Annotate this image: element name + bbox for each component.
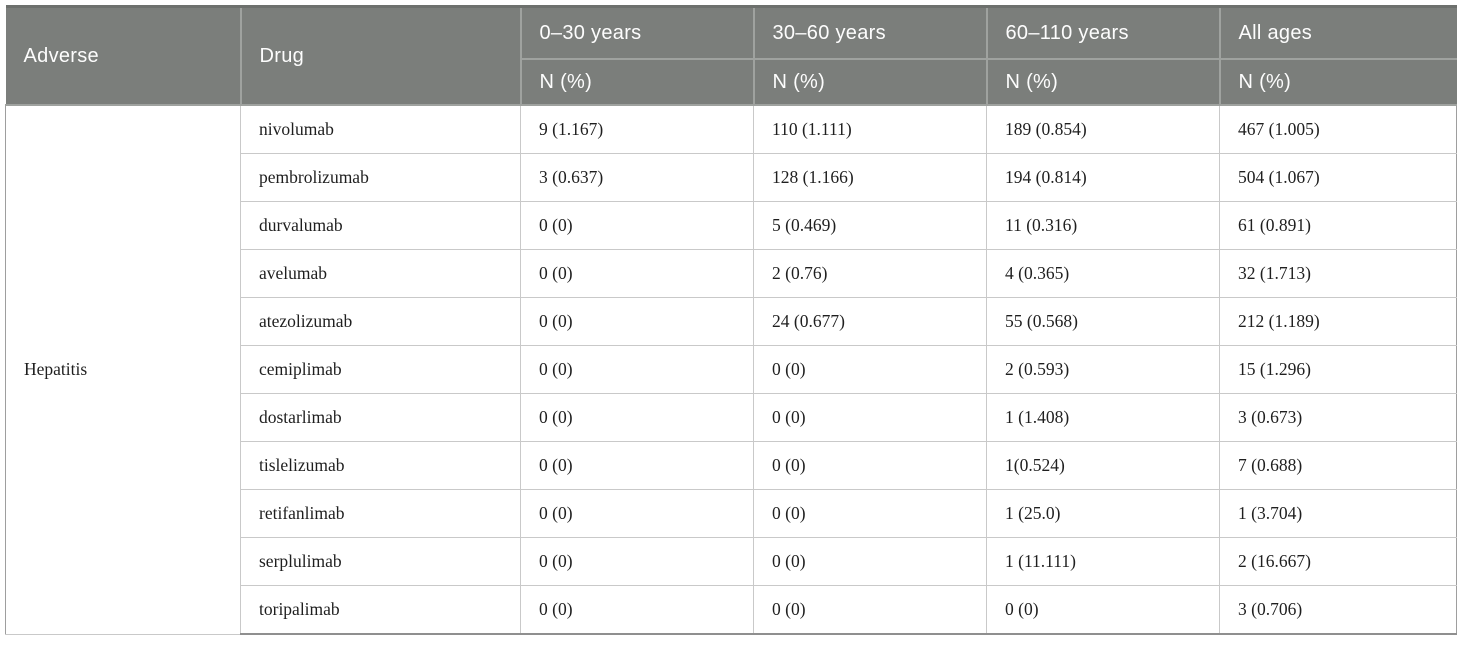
value-cell: 1(0.524) xyxy=(986,441,1220,490)
header-row-n-pct: N (%) N (%) N (%) N (%) xyxy=(6,58,1457,106)
value-cell: 0 (0) xyxy=(753,345,987,394)
value-cell: 0 (0) xyxy=(753,441,987,490)
table-row: atezolizumab 0 (0) 24 (0.677) 55 (0.568) 212… xyxy=(6,297,1457,346)
value-cell: 1 (1.408) xyxy=(986,393,1220,442)
value-cell: 2 (0.593) xyxy=(986,345,1220,394)
drug-name-cell: retifanlimab xyxy=(240,489,521,538)
drug-name-cell: serplulimab xyxy=(240,537,521,586)
table-row: avelumab 0 (0) 2 (0.76) 4 (0.365) 32 (1.713) xyxy=(6,249,1457,298)
value-cell: 61 (0.891) xyxy=(1219,201,1457,250)
table-row: durvalumab 0 (0) 5 (0.469) 11 (0.316) 61 (0.… xyxy=(6,201,1457,250)
value-cell: 3 (0.673) xyxy=(1219,393,1457,442)
value-cell: 9 (1.167) xyxy=(520,104,754,154)
value-cell: 55 (0.568) xyxy=(986,297,1220,346)
value-cell: 3 (0.637) xyxy=(520,153,754,202)
value-cell: 2 (16.667) xyxy=(1219,537,1457,586)
drug-name-cell: durvalumab xyxy=(240,201,521,250)
value-cell: 1 (3.704) xyxy=(1219,489,1457,538)
drug-name-cell: avelumab xyxy=(240,249,521,298)
subheader-n-pct-0-30: N (%) xyxy=(520,58,755,106)
table-row: toripalimab 0 (0) 0 (0) 0 (0) 3 (0.706) xyxy=(6,585,1457,635)
adverse-events-table: Adverse Drug 0–30 years 30–60 years 60–1… xyxy=(5,5,1457,635)
value-cell: 32 (1.713) xyxy=(1219,249,1457,298)
value-cell: 128 (1.166) xyxy=(753,153,987,202)
value-cell: 0 (0) xyxy=(753,393,987,442)
adverse-event-cell: Hepatitis xyxy=(5,104,241,635)
drug-name-cell: toripalimab xyxy=(240,585,521,635)
value-cell: 1 (25.0) xyxy=(986,489,1220,538)
value-cell: 4 (0.365) xyxy=(986,249,1220,298)
value-cell: 0 (0) xyxy=(753,585,987,635)
value-cell: 0 (0) xyxy=(520,201,754,250)
drug-name-cell: pembrolizumab xyxy=(240,153,521,202)
value-cell: 0 (0) xyxy=(986,585,1220,635)
value-cell: 1 (11.111) xyxy=(986,537,1220,586)
table-row: cemiplimab 0 (0) 0 (0) 2 (0.593) 15 (1.296) xyxy=(6,345,1457,394)
header-row-age-groups: Adverse Drug 0–30 years 30–60 years 60–1… xyxy=(5,5,1457,106)
value-cell: 467 (1.005) xyxy=(1219,104,1457,154)
subheader-n-pct-60-110: N (%) xyxy=(985,58,1221,106)
table-row: pembrolizumab 3 (0.637) 128 (1.166) 194 (0.… xyxy=(6,153,1457,202)
value-cell: 0 (0) xyxy=(520,585,754,635)
value-cell: 2 (0.76) xyxy=(753,249,987,298)
drug-name-cell: dostarlimab xyxy=(240,393,521,442)
value-cell: 0 (0) xyxy=(520,489,754,538)
table-row: tislelizumab 0 (0) 0 (0) 1(0.524) 7 (0.688) xyxy=(6,441,1457,490)
col-header-all-ages: All ages xyxy=(1218,5,1457,60)
page: Adverse Drug 0–30 years 30–60 years 60–1… xyxy=(5,5,1457,635)
col-header-adverse: Adverse xyxy=(5,5,242,106)
drug-name-cell: atezolizumab xyxy=(240,297,521,346)
table-row: serplulimab 0 (0) 0 (0) 1 (11.111) 2 (16.667… xyxy=(6,537,1457,586)
value-cell: 11 (0.316) xyxy=(986,201,1220,250)
value-cell: 0 (0) xyxy=(520,537,754,586)
value-cell: 15 (1.296) xyxy=(1219,345,1457,394)
value-cell: 0 (0) xyxy=(753,489,987,538)
value-cell: 3 (0.706) xyxy=(1219,585,1457,635)
col-header-age-60-110: 60–110 years xyxy=(985,5,1221,60)
value-cell: 0 (0) xyxy=(520,441,754,490)
table-header: Adverse Drug 0–30 years 30–60 years 60–1… xyxy=(5,5,1457,106)
value-cell: 0 (0) xyxy=(753,537,987,586)
value-cell: 110 (1.111) xyxy=(753,104,987,154)
table-row: retifanlimab 0 (0) 0 (0) 1 (25.0) 1 (3.704) xyxy=(6,489,1457,538)
value-cell: 212 (1.189) xyxy=(1219,297,1457,346)
value-cell: 0 (0) xyxy=(520,249,754,298)
table-row: Hepatitis nivolumab 9 (1.167) 110 (1.111) 18… xyxy=(5,104,1457,635)
value-cell: 5 (0.469) xyxy=(753,201,987,250)
table-row: dostarlimab 0 (0) 0 (0) 1 (1.408) 3 (0.673) xyxy=(6,393,1457,442)
value-cell: 0 (0) xyxy=(520,297,754,346)
value-cell: 7 (0.688) xyxy=(1219,441,1457,490)
col-header-drug: Drug xyxy=(239,5,522,106)
drug-name-cell: cemiplimab xyxy=(240,345,521,394)
drug-name-cell: tislelizumab xyxy=(240,441,521,490)
col-header-age-0-30: 0–30 years xyxy=(519,5,755,60)
value-cell: 24 (0.677) xyxy=(753,297,987,346)
value-cell: 189 (0.854) xyxy=(986,104,1220,154)
value-cell: 504 (1.067) xyxy=(1219,153,1457,202)
subheader-n-pct-30-60: N (%) xyxy=(752,58,988,106)
drug-name-cell: nivolumab xyxy=(240,104,521,154)
value-cell: 0 (0) xyxy=(520,393,754,442)
value-cell: 0 (0) xyxy=(520,345,754,394)
subheader-n-pct-all-ages: N (%) xyxy=(1218,58,1457,106)
col-header-age-30-60: 30–60 years xyxy=(752,5,988,60)
value-cell: 194 (0.814) xyxy=(986,153,1220,202)
table-body: Hepatitis nivolumab 9 (1.167) 110 (1.111) 18… xyxy=(5,104,1457,635)
